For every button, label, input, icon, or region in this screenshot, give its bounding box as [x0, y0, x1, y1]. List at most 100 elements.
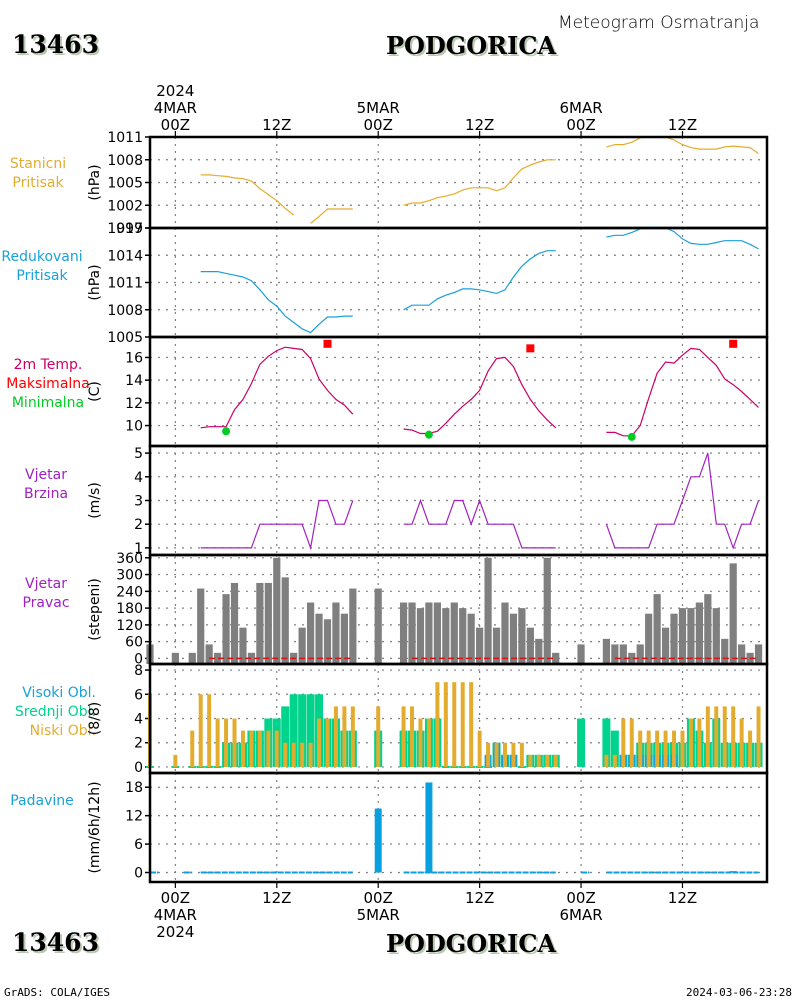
wind-direction-bar: [518, 608, 526, 664]
y-tick-label: 999: [116, 221, 143, 237]
label-tmax: Maksimalna: [6, 376, 90, 392]
label-high-cloud: Visoki Obl.: [22, 685, 96, 701]
label-line: Pritisak: [12, 175, 64, 191]
low-cloud-bar: [173, 754, 178, 767]
panel-frame: [148, 226, 769, 339]
series-line: [606, 226, 759, 250]
wind-direction-bar: [653, 594, 661, 664]
series-line: [403, 159, 556, 206]
low-cloud-bar: [722, 706, 727, 767]
low-cloud-bar: [469, 682, 474, 767]
x-tick-label-top: 12Z: [465, 116, 494, 134]
wind-direction-bar: [171, 652, 179, 664]
x-date-label-bottom: 4MAR: [154, 906, 197, 924]
footer-timestamp: 2024-03-06-23:28: [686, 986, 792, 999]
x-year-label-bottom: 2024: [156, 923, 194, 941]
label-line: Redukovani: [1, 249, 83, 265]
series-line: [200, 271, 353, 334]
x-tick-label-bottom: 12Z: [262, 889, 291, 907]
wind-direction-bar: [467, 613, 475, 664]
y-tick-label: 6: [134, 687, 143, 703]
wind-direction-bar: [628, 652, 636, 664]
y-axis-title: (C): [87, 381, 103, 402]
wind-direction-bar: [315, 613, 323, 664]
mid-cloud-bar: [188, 765, 197, 768]
y-tick-label: 240: [116, 584, 143, 600]
wind-direction-bar: [645, 613, 653, 664]
footer-credit: GrADS: COLA/IGES: [4, 986, 110, 999]
station-name-top: PODGORICA: [386, 31, 557, 60]
low-cloud-bar: [511, 742, 516, 767]
low-cloud-bar: [410, 706, 415, 767]
label-line: Vjetar: [25, 467, 67, 483]
wind-direction-bar: [264, 582, 272, 664]
panel-frame: [148, 135, 769, 230]
low-cloud-bar: [545, 754, 550, 767]
chart-subtitle: Meteogram Osmatranja: [558, 13, 760, 33]
low-cloud-bar: [257, 730, 262, 767]
wind-direction-bar: [433, 602, 441, 664]
low-cloud-bar: [697, 718, 702, 767]
y-axis-title: (hPa): [87, 264, 103, 300]
low-cloud-bar: [494, 742, 499, 767]
low-cloud-bar: [249, 730, 254, 767]
wind-direction-bar: [197, 588, 205, 664]
low-cloud-bar: [612, 754, 617, 767]
y-tick-label: 0: [134, 760, 143, 776]
station-id-top: 13463: [12, 30, 99, 59]
low-cloud-bar: [401, 706, 406, 767]
panel-wind-speed: 1 2 3 4 5 (m/s): [87, 444, 769, 557]
mid-cloud-bar: [602, 718, 611, 767]
wind-direction-bar: [695, 602, 703, 664]
panel-reduced-pressure: 1005 1008 1011 1014 1017 (hPa): [87, 221, 769, 346]
label-mid-cloud: Srednji Obl.: [14, 704, 96, 720]
mid-cloud-bar: [577, 718, 586, 767]
series-line: [403, 250, 556, 311]
y-tick-label: 1008: [107, 303, 143, 319]
low-cloud-bar: [536, 754, 541, 767]
wind-direction-bar: [552, 652, 560, 664]
wind-direction-bar: [670, 613, 678, 664]
wind-direction-bar: [738, 644, 746, 664]
mid-cloud-bar: [298, 694, 307, 767]
low-cloud-bar: [680, 730, 685, 767]
low-cloud-bar: [426, 718, 431, 767]
x-tick-label-top: 12Z: [668, 116, 697, 134]
low-cloud-bar: [672, 730, 677, 767]
wind-direction-bar: [416, 608, 425, 664]
wind-direction-bar: [399, 602, 408, 664]
low-cloud-bar: [350, 706, 355, 767]
series-line: [200, 174, 295, 216]
panel-precipitation: 0 6 12 18 (mm/6h/12h): [87, 771, 769, 884]
wind-direction-bar: [332, 602, 340, 664]
low-cloud-bar: [486, 742, 491, 767]
low-cloud-bar: [655, 730, 660, 767]
x-date-label-top: 6MAR: [559, 99, 602, 117]
tmax-marker: [526, 344, 535, 353]
y-tick-label: 0: [134, 866, 143, 882]
y-axis-title: (hPa): [87, 164, 103, 200]
tmin-marker: [627, 432, 636, 441]
low-cloud-bar: [748, 730, 753, 767]
wind-direction-bar: [712, 608, 720, 664]
wind-direction-bar: [323, 619, 332, 664]
low-cloud-bar: [528, 754, 533, 767]
wind-direction-bar: [509, 613, 518, 664]
wind-direction-bar: [450, 602, 458, 664]
low-cloud-bar: [274, 730, 279, 767]
label-low-cloud: Niski Obl.: [29, 723, 96, 739]
low-cloud-bar: [638, 730, 643, 767]
wind-direction-bar: [306, 602, 315, 664]
x-tick-label-top: 00Z: [161, 116, 190, 134]
label-line: Brzina: [23, 486, 69, 502]
panel-frame: [148, 771, 769, 884]
low-cloud-bar: [342, 706, 347, 767]
y-tick-label: 1: [134, 541, 143, 557]
y-tick-label: 18: [125, 780, 143, 796]
y-tick-label: 8: [134, 663, 143, 679]
tmax-marker: [323, 339, 332, 348]
panel-station-pressure: 999 1002 1005 1008 1011 (hPa): [87, 130, 769, 237]
x-tick-label-top: 00Z: [364, 116, 393, 134]
x-year-label-top: 2024: [156, 82, 194, 100]
